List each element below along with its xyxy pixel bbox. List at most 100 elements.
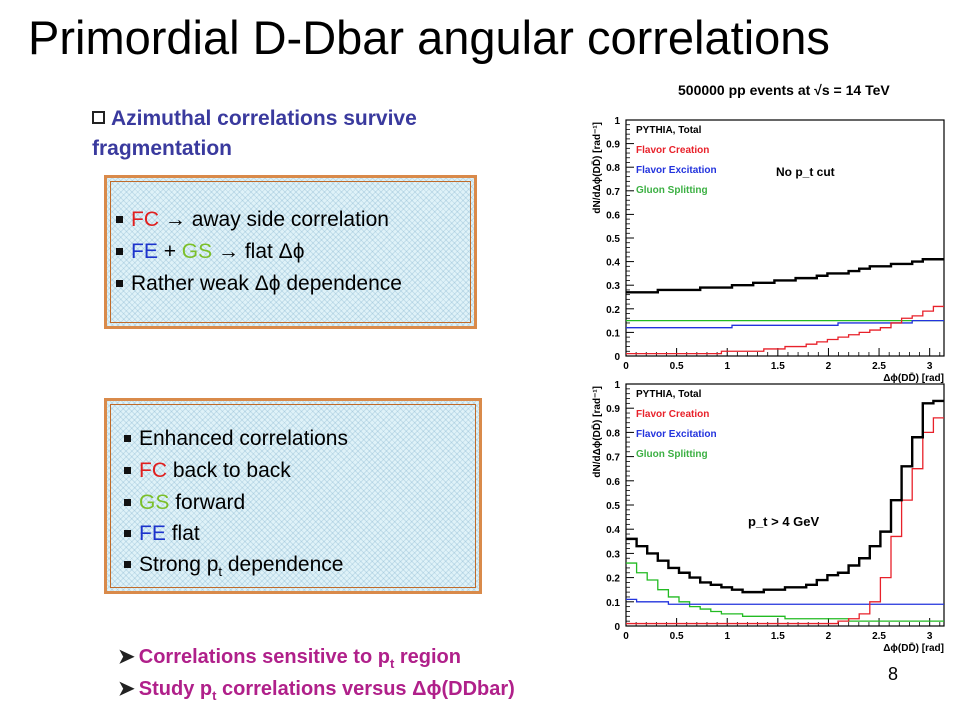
legend-entry: PYTHIA, Total <box>636 389 702 400</box>
arrow-bullet-icon: ➤ <box>118 646 135 668</box>
y-tick-label: 0.5 <box>606 234 620 245</box>
square-bullet-icon <box>124 467 131 474</box>
x-axis-label: Δϕ(DD̄) [rad] <box>883 642 944 654</box>
box1-line-1-text: away side correlation <box>191 208 389 231</box>
plot-annotation: p_t > 4 GeV <box>748 514 819 529</box>
y-tick-label: 0.7 <box>606 187 620 198</box>
x-axis-label: Δϕ(DD̄) [rad] <box>883 372 944 384</box>
box2-line-1-text: Enhanced correlations <box>139 427 348 450</box>
x-tick-label: 3 <box>927 361 933 372</box>
x-tick-label: 3 <box>927 631 933 642</box>
box2-line-4: FE flat <box>124 522 200 546</box>
series-pythia-total <box>626 399 944 594</box>
x-tick-label: 1.5 <box>771 631 785 642</box>
x-tick-label: 0.5 <box>670 631 684 642</box>
box2-line-5-text: Strong p <box>139 553 219 576</box>
chart-no-pt-cut: 0 0.1 0.2 0.3 0.4 0.5 0.6 0.7 0.8 0.9 1 0 0.5 1 1.5 2 2.… <box>591 116 945 384</box>
fe-label: FE <box>131 240 158 263</box>
gs-label: GS <box>139 491 170 514</box>
plot-annotation: No p_t cut <box>776 165 835 179</box>
box2-line-1: Enhanced correlations <box>124 427 348 451</box>
box2-line-5-text-end: dependence <box>227 553 344 576</box>
x-tick-label: 1 <box>724 631 730 642</box>
y-tick-label: 1 <box>614 380 620 391</box>
pt-cut-summary-box <box>104 398 482 594</box>
series-pythia-total <box>626 258 944 294</box>
square-bullet-icon <box>124 530 131 537</box>
x-tick-label: 0 <box>623 631 629 642</box>
subscript-t: t <box>218 564 223 580</box>
y-tick-label: 1 <box>614 116 620 127</box>
y-tick-label: 0.4 <box>606 525 620 536</box>
subscript-t: t <box>389 656 395 671</box>
box2-line-2: FC back to back <box>124 459 291 483</box>
y-axis-label: dN/dΔϕ(DD̄) [rad⁻¹] <box>591 386 603 478</box>
y-tick-label: 0.5 <box>606 501 620 512</box>
x-tick-label: 2 <box>826 631 832 642</box>
y-tick-label: 0.3 <box>606 281 620 292</box>
y-tick-label: 0.6 <box>606 210 620 221</box>
x-tick-label: 2.5 <box>872 361 886 372</box>
y-tick-label: 0.8 <box>606 163 620 174</box>
fragmentation-summary-box <box>104 175 477 329</box>
bullet-heading: Azimuthal correlations survive fragmenta… <box>92 104 532 164</box>
plot-frame <box>625 119 945 357</box>
conclusion-2-text: Study p <box>138 678 213 700</box>
page-number: 8 <box>888 664 899 684</box>
box1-line-2-text: flat Δϕ <box>244 240 305 263</box>
x-tick-label: 0.5 <box>670 361 684 372</box>
series-gluon-splitting <box>626 562 944 622</box>
x-tick-label: 2 <box>826 361 832 372</box>
y-tick-label: 0.6 <box>606 477 620 488</box>
subscript-t: t <box>212 688 217 703</box>
series-flavor-excitation <box>626 598 944 605</box>
y-tick-label: 0.7 <box>606 453 620 464</box>
x-tick-label: 0 <box>623 361 629 372</box>
conclusion-1-text-end: region <box>399 646 461 668</box>
square-bullet-icon <box>124 561 131 568</box>
series-flavor-creation <box>626 305 944 355</box>
legend-entry: Gluon Splitting <box>636 185 708 196</box>
y-tick-label: 0.4 <box>606 258 620 269</box>
box1-line-1: FC → away side correlation <box>116 208 389 232</box>
box2-line-4-text: flat <box>171 522 200 545</box>
checkbox-bullet-icon <box>92 111 105 124</box>
box1-line-3: Rather weak Δϕ dependence <box>116 272 402 296</box>
legend-entry: Flavor Creation <box>636 145 709 156</box>
square-bullet-icon <box>116 280 123 287</box>
box2-line-2-text: back to back <box>172 459 291 482</box>
chart-pt-above-4gev: 0 0.1 0.2 0.3 0.4 0.5 0.6 0.7 0.8 0.9 1 0 0.5 1 1.5 2 2.… <box>591 380 945 654</box>
legend-entry: Flavor Excitation <box>636 429 717 440</box>
box2-line-5: Strong pt dependence <box>124 553 343 579</box>
square-bullet-icon <box>116 248 123 255</box>
square-bullet-icon <box>116 216 123 223</box>
y-tick-label: 0.8 <box>606 428 620 439</box>
conclusion-2: ➤ Study pt correlations versus Δϕ(DDbar) <box>118 676 515 703</box>
x-tick-label: 1 <box>724 361 730 372</box>
plot-title: 500000 pp events at √s = 14 TeV <box>678 82 890 98</box>
y-axis-label: dN/dΔϕ(DD̄) [rad⁻¹] <box>591 122 603 214</box>
x-tick-label: 2.5 <box>872 631 886 642</box>
series-flavor-creation <box>626 417 944 625</box>
y-tick-label: 0.1 <box>606 598 620 609</box>
arrow-right-icon: → <box>217 240 239 263</box>
legend-entry: Flavor Excitation <box>636 165 717 176</box>
y-tick-label: 0.9 <box>606 140 620 151</box>
arrow-right-icon: → <box>164 208 186 231</box>
square-bullet-icon <box>124 435 131 442</box>
square-bullet-icon <box>124 499 131 506</box>
box2-line-3: GS forward <box>124 491 245 515</box>
legend-entry: Gluon Splitting <box>636 449 708 460</box>
box1-line-3-text: Rather weak Δϕ dependence <box>131 272 402 295</box>
arrow-bullet-icon: ➤ <box>118 678 135 700</box>
conclusion-1: ➤ Correlations sensitive to pt region <box>118 644 461 671</box>
y-tick-label: 0.9 <box>606 404 620 415</box>
legend-entry: Flavor Creation <box>636 409 709 420</box>
x-tick-label: 1.5 <box>771 361 785 372</box>
fc-label: FC <box>131 208 159 231</box>
plus-sign: + <box>163 240 176 263</box>
box2-line-3-text: forward <box>175 491 246 514</box>
y-tick-label: 0 <box>614 352 620 363</box>
slide-title: Primordial D-Dbar angular correlations <box>28 11 830 64</box>
legend-entry: PYTHIA, Total <box>636 125 702 136</box>
